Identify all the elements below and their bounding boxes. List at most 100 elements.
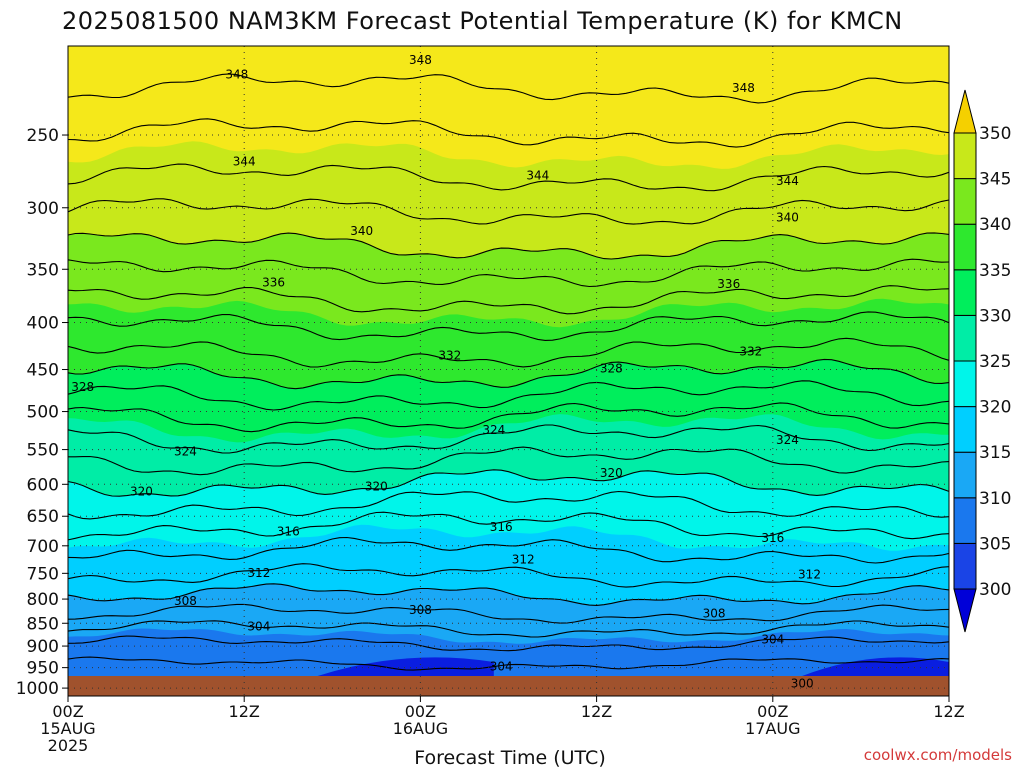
y-tick-label: 850 [27, 614, 59, 634]
x-tick-label: 16AUG [393, 719, 448, 738]
y-tick-label: 300 [27, 199, 59, 219]
colorbar-tick-label: 345 [979, 170, 1011, 190]
potential-temperature-field [68, 46, 949, 696]
contour-label: 344 [526, 168, 549, 182]
contour-310 [68, 583, 949, 606]
contour-324 [68, 424, 949, 454]
contour-label: 344 [776, 174, 799, 188]
contour-label: 336 [262, 275, 285, 289]
contour-342 [68, 198, 949, 225]
contour-label: 340 [776, 211, 799, 225]
contour-label: 332 [438, 348, 461, 362]
colorbar: 300 305 310 315 320 325 330 335 340 345 350 [953, 89, 1011, 633]
contour-label: 328 [71, 380, 94, 394]
contour-334 [68, 311, 949, 341]
contour-314 [68, 536, 949, 564]
colorbar-segment [953, 269, 977, 316]
colorbar-top-arrow [953, 89, 977, 134]
y-tick-label: 450 [27, 361, 59, 381]
colorbar-tick-label: 320 [979, 398, 1011, 418]
colorbar-bottom-arrow [953, 588, 977, 633]
contour-label: 324 [776, 433, 799, 447]
x-tick-label: 00Z [405, 702, 436, 721]
x-tick-label: 00Z [52, 702, 83, 721]
contour-312 [68, 563, 949, 588]
contour-348 [68, 73, 949, 104]
colorbar-tick-label: 335 [979, 261, 1011, 281]
contour-labels: 348 348 348 344 344 344 340 340 336 336 332 332 328 3… [71, 53, 821, 691]
grid-lines [68, 46, 949, 696]
y-tick-label: 600 [27, 475, 59, 495]
x-tick-label: 15AUG [40, 719, 95, 738]
colorbar-segment [953, 360, 977, 408]
contour-346 [68, 118, 949, 148]
colorbar-segment [953, 132, 977, 180]
contour-328 [68, 380, 949, 411]
contour-label: 320 [130, 484, 153, 498]
contour-label: 312 [247, 566, 270, 580]
colorbar-tick-label: 300 [979, 580, 1011, 600]
contour-label: 304 [761, 632, 784, 646]
colorbar-tick-label: 315 [979, 443, 1011, 463]
credit-text: coolwx.com/models [864, 746, 1012, 764]
contour-label: 316 [277, 524, 300, 538]
contour-332 [68, 337, 949, 368]
contour-308 [68, 603, 949, 624]
y-tick-label: 500 [27, 403, 59, 423]
field-band-345 [68, 46, 949, 169]
x-tick-label: 2025 [48, 736, 89, 755]
contour-label: 320 [600, 466, 623, 480]
contour-label: 300 [791, 677, 814, 691]
x-tick-label: 00Z [757, 702, 788, 721]
contour-label: 316 [490, 520, 513, 534]
ground-surface [68, 676, 949, 696]
contour-label: 308 [409, 603, 432, 617]
y-axis: 250 300 350 400 450 500 550 600 650 700 750 800 850 9… [16, 126, 68, 699]
colorbar-tick-label: 310 [979, 489, 1011, 509]
y-tick-label: 950 [27, 659, 59, 679]
y-tick-label: 750 [27, 564, 59, 584]
contour-320 [68, 469, 949, 497]
contour-336 [68, 285, 949, 315]
colorbar-tick-label: 325 [979, 352, 1011, 372]
colorbar-segment [953, 451, 977, 499]
contour-318 [68, 490, 949, 520]
y-tick-label: 650 [27, 507, 59, 527]
contour-326 [68, 402, 949, 433]
y-tick-label: 1000 [16, 679, 59, 699]
x-axis-label: Forecast Time (UTC) [414, 747, 605, 768]
contour-label: 308 [174, 594, 197, 608]
y-tick-label: 900 [27, 637, 59, 657]
colorbar-segment [953, 542, 977, 590]
contour-label: 340 [350, 224, 373, 238]
contour-344 [68, 163, 949, 192]
x-tick-label: 12Z [581, 702, 612, 721]
contour-302 [68, 656, 949, 671]
colorbar-segment [953, 497, 977, 544]
colorbar-tick-label: 330 [979, 306, 1011, 326]
colorbar-tick-label: 305 [979, 534, 1011, 554]
contour-label: 320 [365, 479, 388, 493]
y-tick-label: 400 [27, 314, 59, 334]
contour-label: 316 [761, 531, 784, 545]
contour-label: 348 [409, 53, 432, 67]
contour-label: 312 [798, 567, 821, 581]
colorbar-segment [953, 223, 977, 271]
contour-label: 308 [703, 606, 726, 620]
chart-title: 2025081500 NAM3KM Forecast Potential Tem… [62, 7, 903, 35]
x-tick-label: 17AUG [745, 719, 800, 738]
contour-label: 304 [490, 660, 513, 674]
contour-306 [68, 620, 949, 638]
contour-304 [68, 635, 949, 652]
contour-330 [68, 358, 949, 390]
contour-label: 324 [174, 445, 197, 459]
cold-pocket-1 [317, 657, 494, 676]
y-tick-label: 250 [27, 126, 59, 146]
colorbar-segment [953, 406, 977, 453]
y-tick-label: 700 [27, 537, 59, 557]
colorbar-segment [953, 314, 977, 362]
contour-label: 304 [247, 619, 270, 633]
contour-316 [68, 511, 949, 541]
